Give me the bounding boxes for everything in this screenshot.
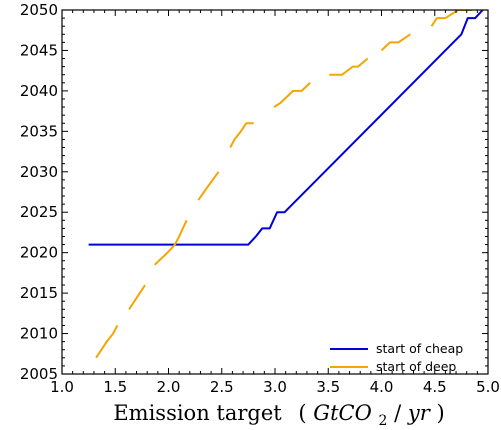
y-tick-label: 2030 bbox=[20, 163, 58, 181]
series-line-start-of-deep-segment-8 bbox=[430, 10, 473, 27]
x-axis-title: Emission target ( GtCO 2 / yr ) bbox=[113, 401, 444, 430]
y-tick-label: 2025 bbox=[20, 203, 58, 221]
x-tick-label: 2.0 bbox=[157, 378, 181, 396]
series-line-start-of-cheap-segment-0 bbox=[88, 10, 484, 246]
x-axis-unit-yr: yr bbox=[407, 401, 432, 425]
series-line-start-of-deep-segment-0 bbox=[95, 325, 119, 359]
x-axis-unit-gtco: GtCO bbox=[313, 401, 372, 425]
y-tick-label: 2020 bbox=[20, 244, 58, 262]
series-line-start-of-deep-segment-4 bbox=[229, 122, 254, 148]
y-tick-label: 2035 bbox=[20, 122, 58, 140]
x-tick-label: 3.0 bbox=[263, 378, 287, 396]
y-tick-label: 2010 bbox=[20, 325, 58, 343]
axis-ticks bbox=[61, 9, 489, 375]
legend: start of cheap start of deep bbox=[330, 341, 463, 374]
y-tick-label: 2050 bbox=[20, 1, 58, 19]
series-line-start-of-deep-segment-5 bbox=[273, 82, 311, 108]
series-line-start-of-deep-segment-6 bbox=[329, 57, 369, 76]
x-tick-label: 4.5 bbox=[423, 378, 447, 396]
x-tick-label: 5.0 bbox=[476, 378, 500, 396]
series-layer bbox=[88, 10, 484, 359]
x-axis-unit-open: ( bbox=[298, 401, 306, 425]
y-tick-label: 2040 bbox=[20, 82, 58, 100]
x-axis-unit-slash: / bbox=[394, 401, 402, 425]
series-line-start-of-deep-segment-2 bbox=[153, 219, 188, 266]
x-axis-title-text: Emission target bbox=[113, 401, 282, 425]
x-tick-label: 2.5 bbox=[210, 378, 234, 396]
x-tick-label: 3.5 bbox=[316, 378, 340, 396]
series-line-start-of-deep-segment-1 bbox=[128, 284, 146, 310]
y-tick-label: 2015 bbox=[20, 284, 58, 302]
legend-label-cheap: start of cheap bbox=[376, 341, 463, 356]
x-tick-label: 1.5 bbox=[103, 378, 127, 396]
y-tick-label: 2045 bbox=[20, 41, 58, 59]
x-tick-label: 4.0 bbox=[370, 378, 394, 396]
axis-tick-labels: 1.0 1.5 2.0 2.5 3.0 3.5 4.0 4.5 5.0 2005 2010 2015 2… bbox=[20, 1, 500, 396]
x-axis-unit-close: ) bbox=[436, 401, 444, 425]
legend-label-deep: start of deep bbox=[376, 359, 456, 374]
series-line-start-of-deep-segment-3 bbox=[197, 171, 220, 201]
y-tick-label: 2005 bbox=[20, 365, 58, 383]
series-line-start-of-deep-segment-7 bbox=[380, 33, 411, 52]
plot-frame bbox=[61, 9, 489, 375]
x-axis-unit-subscript: 2 bbox=[378, 413, 387, 429]
x-tick-label: 1.0 bbox=[50, 378, 74, 396]
